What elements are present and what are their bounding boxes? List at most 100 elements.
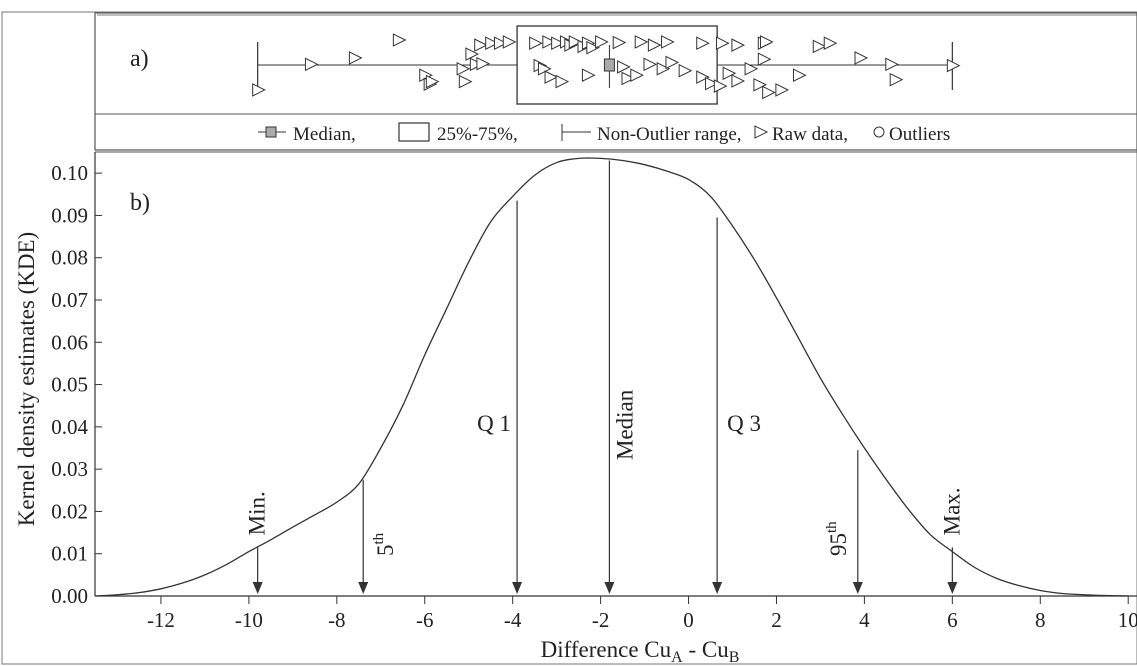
raw-data-point xyxy=(643,57,658,72)
x-axis-label: Difference CuA - CuB xyxy=(541,637,740,666)
raw-data-point xyxy=(474,38,488,52)
raw-data-point xyxy=(476,56,491,71)
panel-b-label: b) xyxy=(130,190,150,216)
legend-range-label: Non-Outlier range, xyxy=(597,124,742,145)
raw-data-point xyxy=(744,61,759,76)
raw-data-point xyxy=(555,74,570,89)
y-tick-label: 0.08 xyxy=(51,246,88,270)
raw-data-point xyxy=(586,40,600,55)
raw-data-point xyxy=(419,68,433,83)
raw-data-point xyxy=(722,66,737,81)
raw-data-point xyxy=(542,35,556,49)
y-tick-label: 0.01 xyxy=(51,542,88,566)
marker-label: Q 1 xyxy=(477,411,511,436)
y-tick-label: 0.02 xyxy=(51,499,88,523)
raw-data-point xyxy=(348,51,363,65)
y-tick-label: 0.04 xyxy=(51,415,88,439)
raw-data-point xyxy=(705,76,719,91)
x-tick-label: -2 xyxy=(592,608,610,632)
raw-data-point xyxy=(252,83,266,97)
legend-outlier-marker xyxy=(873,126,885,138)
x-tick-label: -6 xyxy=(416,608,434,632)
y-tick-label: 0.03 xyxy=(51,457,88,481)
raw-data-point xyxy=(731,74,746,88)
raw-data-point xyxy=(465,47,480,61)
y-tick-label: 0.07 xyxy=(51,288,88,312)
marker-q1: Q 1 xyxy=(477,200,523,594)
raw-data-point xyxy=(823,36,838,51)
raw-data-point xyxy=(551,36,565,51)
legend-median-marker xyxy=(265,126,277,138)
marker-label: Min. xyxy=(245,491,270,535)
raw-data-point xyxy=(458,74,473,89)
y-tick-label: 0.10 xyxy=(51,161,88,185)
raw-data-point xyxy=(612,35,627,50)
marker-arrow xyxy=(604,582,615,594)
marker-arrow xyxy=(712,582,723,594)
raw-data-point xyxy=(630,68,644,83)
raw-data-point xyxy=(946,58,961,73)
legend-box-marker xyxy=(398,122,430,142)
x-tick-label: -4 xyxy=(504,608,522,632)
raw-data-point xyxy=(661,35,675,49)
raw-data-point xyxy=(759,35,774,49)
kde-panel: b) 0.00 0.01 0.02 0.03 0.04 0.05 0.06 0.07 0.08 0… xyxy=(14,151,1137,666)
raw-data-point xyxy=(753,77,768,92)
figure-frame xyxy=(1,11,1137,665)
x-tick-label: 4 xyxy=(859,608,870,632)
kde-curve xyxy=(94,157,1129,597)
marker-q3: Q 3 xyxy=(712,217,761,594)
raw-data-point xyxy=(656,61,671,76)
box-plot-legend: Median, 25%-75%, Non-Outlier range, Raw … xyxy=(258,122,950,145)
marker-arrow xyxy=(947,582,958,594)
raw-data-point xyxy=(757,52,772,67)
raw-data-point xyxy=(775,83,789,97)
raw-data-point xyxy=(762,85,776,100)
box-plot-frame xyxy=(94,12,1137,151)
raw-data-point xyxy=(425,74,440,89)
marker-label: Median xyxy=(612,389,637,460)
marker-arrow xyxy=(252,582,263,594)
marker-label: Max. xyxy=(939,487,964,535)
raw-data-point xyxy=(544,70,559,84)
x-tick-label: 2 xyxy=(771,608,782,632)
raw-data-point xyxy=(696,36,710,51)
raw-data-point xyxy=(485,36,499,51)
raw-data-point xyxy=(713,79,728,93)
raw-data-point xyxy=(502,35,517,49)
marker-arrow xyxy=(512,582,523,594)
x-tick-label: -12 xyxy=(147,608,175,632)
raw-data-point xyxy=(792,68,807,83)
raw-data-point xyxy=(885,57,899,72)
raw-data-point xyxy=(889,72,904,87)
raw-data-point xyxy=(665,55,680,70)
legend-raw-label: Raw data, xyxy=(772,124,848,145)
raw-data-point xyxy=(595,35,609,49)
marker-5: 5th xyxy=(358,479,398,594)
raw-data-point xyxy=(392,33,407,47)
raw-data-point xyxy=(621,71,636,86)
raw-data-point xyxy=(812,39,827,54)
y-tick-label: 0.06 xyxy=(51,330,88,354)
box-plot-panel: a) Median, 25%-75%, Non-Outlier range, R… xyxy=(94,12,1137,151)
raw-data-point xyxy=(581,68,596,83)
panel-a-label: a) xyxy=(130,46,149,72)
raw-data-point xyxy=(568,35,583,49)
y-axis-label: Kernel density estimates (KDE) xyxy=(14,232,39,526)
raw-data-point xyxy=(647,38,662,52)
x-tick-label: -10 xyxy=(235,608,263,632)
raw-data-point xyxy=(529,36,543,51)
raw-data-point xyxy=(854,51,869,65)
raw-data-point xyxy=(493,36,508,51)
legend-outlier-label: Outliers xyxy=(889,124,950,145)
x-tick-label: 0 xyxy=(683,608,694,632)
legend-raw-marker xyxy=(754,125,769,139)
raw-data-point xyxy=(617,60,631,74)
iqr-box xyxy=(516,25,718,105)
x-tick-label: 10 xyxy=(1118,608,1137,632)
legend-median-label: Median, xyxy=(293,124,356,145)
marker-arrow xyxy=(852,582,863,594)
marker-label: 5th xyxy=(371,532,398,556)
x-tick-label: -8 xyxy=(328,608,346,632)
